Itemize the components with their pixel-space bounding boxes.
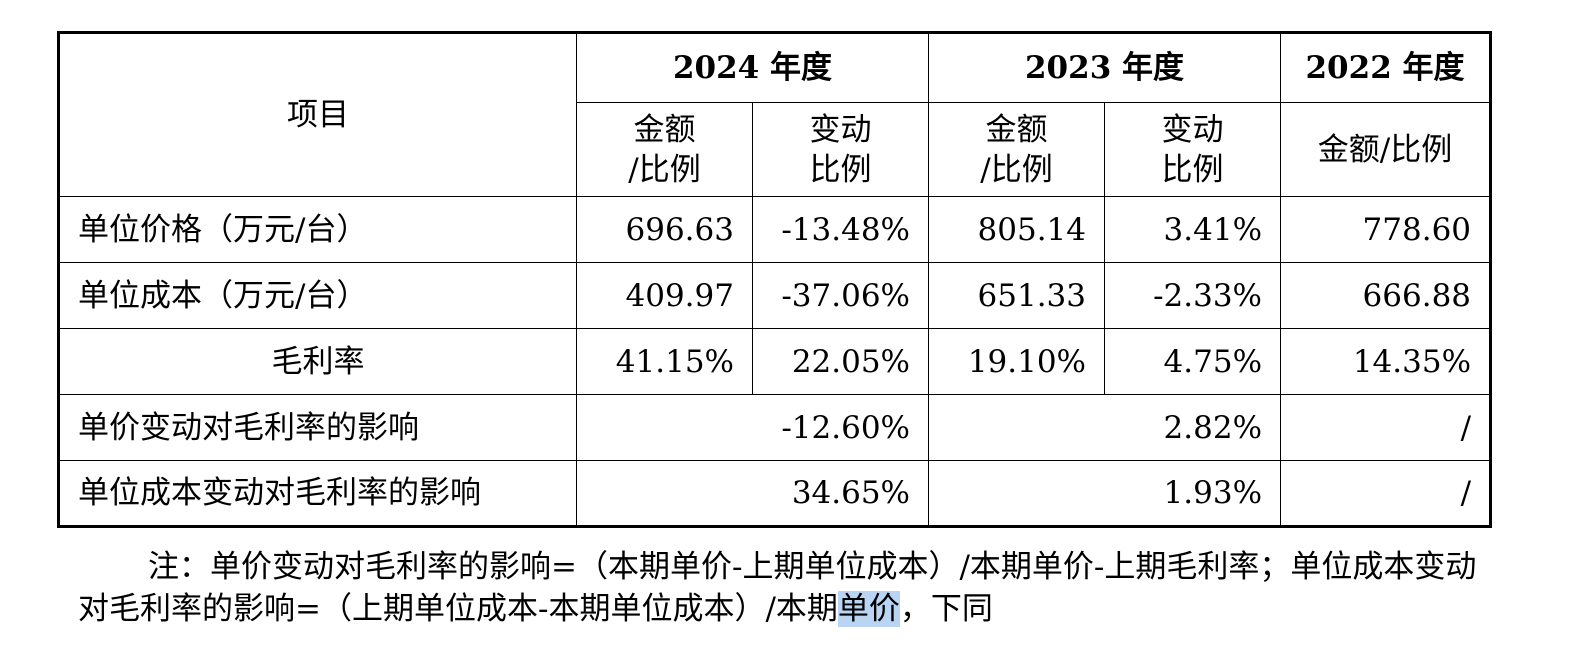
cell-value: 651.33 [928,262,1106,329]
cell-value: 805.14 [928,196,1106,263]
cell-value: 22.05% [751,328,930,395]
cell-value: 3.41% [1104,196,1282,263]
cell-value: / [1280,394,1492,461]
row-label-price-impact: 单价变动对毛利率的影响 [58,394,577,461]
footnote-text: 注：单价变动对毛利率的影响=（本期单价-上期单位成本）/本期单价-上期毛利率；单… [78,549,1477,627]
table-row: 单价变动对毛利率的影响 -12.60% 2.82% / [58,394,1492,461]
subheader-2023-amount: 金额 /比例 [928,102,1106,197]
row-label-unit-cost: 单位成本（万元/台） [58,262,577,329]
cell-value: 14.35% [1280,328,1492,395]
gross-margin-table-wrapper: 项目 2024 年度 2023 年度 2022 年度 金额 /比例 变动 比例 … [57,31,1493,528]
cell-value: 34.65% [575,460,930,527]
cell-value: -13.48% [751,196,930,263]
year-2022-header: 2022 年度 [1280,32,1492,103]
cell-value: 666.88 [1280,262,1492,329]
cell-value: 2.82% [928,394,1282,461]
header-row-years: 项目 2024 年度 2023 年度 2022 年度 [58,32,1492,197]
cell-value: -37.06% [751,262,930,329]
subheader-2022-amount: 金额/比例 [1280,102,1492,197]
cell-value: / [1280,460,1492,527]
table-row: 单位价格（万元/台） 696.63 -13.48% 805.14 3.41% 7… [58,196,1492,263]
cell-value: -2.33% [1104,262,1282,329]
cell-value: 4.75% [1104,328,1282,395]
table-footnote: 注：单价变动对毛利率的影响=（本期单价-上期单位成本）/本期单价-上期毛利率；单… [78,546,1478,630]
cell-value: 19.10% [928,328,1106,395]
year-2024-header: 2024 年度 [575,32,930,103]
cell-value: -12.60% [575,394,930,461]
cell-value: 41.15% [576,328,753,395]
cell-value: 409.97 [576,262,753,329]
cell-value: 778.60 [1280,196,1492,263]
gross-margin-table: 项目 2024 年度 2023 年度 2022 年度 金额 /比例 变动 比例 … [57,31,1493,528]
table-row: 单位成本变动对毛利率的影响 34.65% 1.93% / [58,460,1492,527]
table-row: 单位成本（万元/台） 409.97 -37.06% 651.33 -2.33% … [58,262,1492,329]
year-2023-header: 2023 年度 [928,32,1282,103]
row-label-unit-price: 单位价格（万元/台） [58,196,577,263]
row-label-cost-impact: 单位成本变动对毛利率的影响 [58,460,577,527]
table-row: 毛利率 41.15% 22.05% 19.10% 4.75% 14.35% [58,328,1492,395]
cell-value: 696.63 [576,196,753,263]
subheader-2024-change: 变动 比例 [751,102,930,197]
item-header: 项目 [58,32,577,197]
header-row-subheaders: 金额 /比例 变动 比例 金额 /比例 变动 比例 金额/比例 [59,102,1492,197]
cell-value: 1.93% [928,460,1282,527]
selected-text-highlight[interactable]: 单价 [837,591,900,627]
subheader-2024-amount: 金额 /比例 [576,102,753,197]
row-label-gross-margin: 毛利率 [58,328,577,395]
subheader-2023-change: 变动 比例 [1104,102,1282,197]
footnote-text-end: ，下同 [899,591,993,627]
